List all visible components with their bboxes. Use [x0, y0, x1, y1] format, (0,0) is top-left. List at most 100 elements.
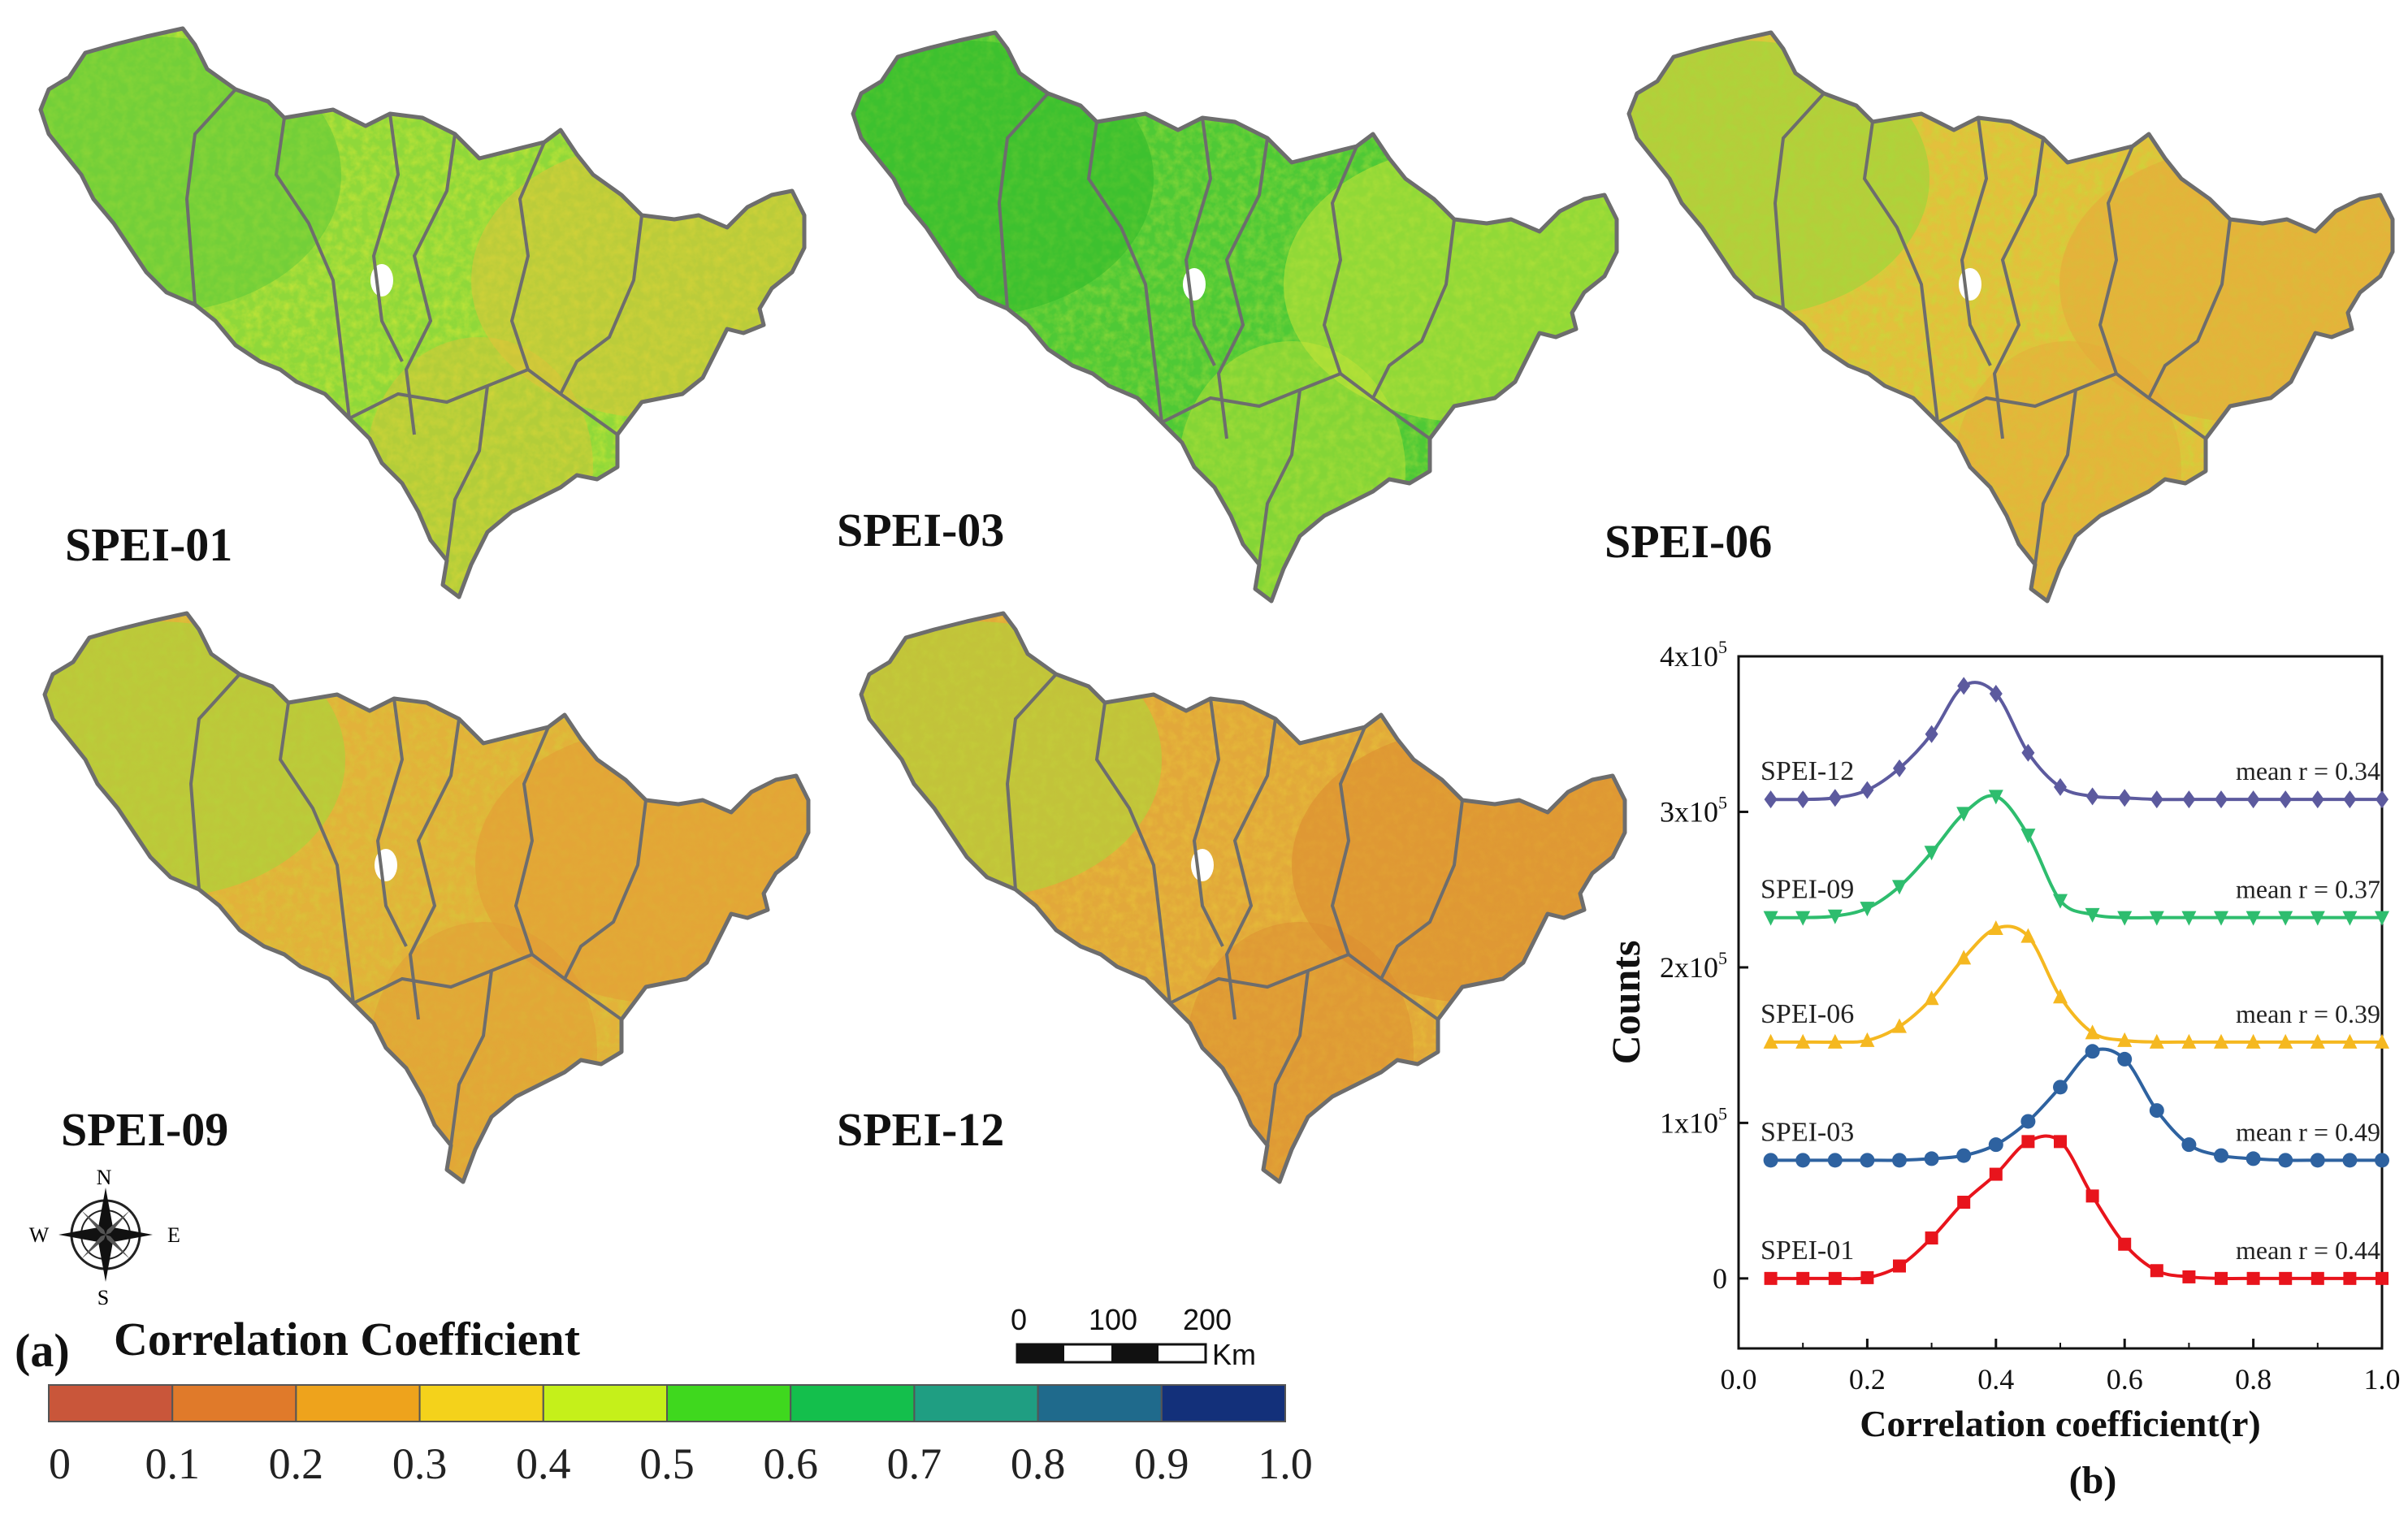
series-spei-01: SPEI-01 mean r = 0.44: [1761, 1134, 2389, 1285]
compass-west: W: [29, 1223, 50, 1247]
data-point: [2118, 789, 2132, 807]
data-point: [1988, 790, 2003, 805]
data-point: [1764, 1271, 1778, 1285]
data-point: [2021, 743, 2035, 762]
data-point: [2085, 1024, 2100, 1040]
data-point: [2214, 1033, 2228, 1049]
data-point: [2181, 911, 2197, 926]
data-point: [2149, 911, 2164, 926]
data-point: [1924, 846, 1939, 861]
x-tick-label: 0.4: [1977, 1363, 2014, 1396]
data-point: [2085, 787, 2099, 806]
data-point: [1795, 1033, 1811, 1049]
data-point: [1989, 684, 2003, 703]
map-label: SPEI-09: [61, 1103, 228, 1156]
data-point: [1828, 1271, 1842, 1285]
series-spei-12: SPEI-12 mean r = 0.34: [1761, 677, 2389, 809]
data-point: [2020, 829, 2036, 844]
data-point: [2117, 1051, 2133, 1067]
colorbar-swatch: [418, 1384, 544, 1422]
data-point: [1925, 725, 1938, 743]
data-point: [2343, 1271, 2357, 1285]
data-point: [1795, 1153, 1811, 1168]
data-point: [2376, 790, 2389, 809]
data-point: [1924, 1151, 1939, 1166]
data-point: [1828, 789, 1842, 807]
series-name-label: SPEI-12: [1761, 756, 1854, 786]
data-point: [2149, 1103, 2164, 1119]
data-point: [2279, 790, 2293, 809]
x-tick-label: 0.8: [2235, 1363, 2272, 1396]
panel-a-label: (a): [15, 1324, 70, 1377]
data-point: [2375, 911, 2389, 926]
data-point: [1860, 1032, 1875, 1047]
x-axis-label: Correlation coefficient(r): [1860, 1403, 2260, 1444]
data-point: [1957, 1196, 1971, 1210]
data-point: [1892, 1018, 1907, 1033]
scale-tick-0: 0: [1011, 1303, 1027, 1336]
data-point: [2278, 911, 2293, 926]
colorbar-swatch: [1160, 1384, 1287, 1422]
data-point: [2085, 907, 2100, 923]
data-point: [1796, 1271, 1810, 1285]
data-point: [2246, 1271, 2260, 1285]
data-point: [2375, 1153, 2389, 1168]
data-point: [1989, 1167, 2003, 1181]
compass-north: N: [97, 1166, 112, 1189]
data-point: [1763, 1153, 1778, 1168]
data-point: [1956, 950, 1972, 965]
data-point: [2149, 1033, 2164, 1049]
series-name-label: SPEI-06: [1761, 999, 1854, 1029]
data-point: [1827, 1153, 1843, 1168]
data-point: [1988, 1137, 2003, 1153]
data-point: [1988, 920, 2003, 936]
y-tick-label: 4x105: [1660, 637, 1727, 673]
data-point: [2246, 911, 2261, 926]
data-point: [2182, 1270, 2196, 1283]
data-point: [2246, 1151, 2261, 1166]
data-point: [2342, 1153, 2358, 1168]
data-point: [2310, 1033, 2325, 1049]
data-point: [1764, 790, 1778, 809]
data-point: [1860, 902, 1875, 917]
data-point: [1827, 1033, 1843, 1049]
histogram-chart: 0.0 0.2 0.4 0.6 0.8 1.0 0 1x105 2x105 3x105 4x105 C…: [1603, 637, 2401, 1444]
data-point: [1893, 1259, 1906, 1273]
colorbar-tick-label: 0.8: [1011, 1439, 1066, 1488]
series-mean-label: mean r = 0.37: [2236, 875, 2380, 904]
x-tick-label: 0.2: [1849, 1363, 1886, 1396]
data-point: [1892, 880, 1907, 895]
y-tick-label: 0: [1713, 1262, 1727, 1295]
series-spei-06: SPEI-06 mean r = 0.39: [1761, 920, 2389, 1049]
map-label: SPEI-01: [65, 518, 232, 571]
colorbar-tick-label: 0.6: [763, 1439, 818, 1488]
colorbar-tick-label: 0.3: [392, 1439, 448, 1488]
colorbar-swatch: [48, 1384, 174, 1422]
data-point: [2020, 1114, 2036, 1129]
data-point: [2342, 1033, 2358, 1049]
data-point: [2215, 1271, 2228, 1285]
x-tick-label: 0.6: [2107, 1363, 2143, 1396]
series-spei-09: SPEI-09 mean r = 0.37: [1761, 790, 2389, 926]
data-point: [2053, 1080, 2068, 1095]
data-point: [2311, 1271, 2324, 1285]
data-point: [2310, 911, 2325, 926]
data-point: [2343, 790, 2357, 809]
data-point: [2246, 790, 2260, 809]
data-point: [2118, 1237, 2132, 1251]
data-point: [2214, 911, 2228, 926]
colorbar-tick-label: 0: [49, 1439, 71, 1488]
series-spei-03: SPEI-03 mean r = 0.49: [1761, 1044, 2389, 1168]
colorbar-swatch: [295, 1384, 421, 1422]
compass-east: E: [167, 1223, 180, 1247]
colorbar-tick-label: 0.7: [887, 1439, 942, 1488]
series-mean-label: mean r = 0.49: [2236, 1117, 2380, 1146]
colorbar-tick-label: 0.4: [516, 1439, 571, 1488]
x-tick-label: 1.0: [2364, 1363, 2401, 1396]
colorbar-swatch: [666, 1384, 792, 1422]
data-point: [2278, 1033, 2293, 1049]
data-point: [2310, 1153, 2325, 1168]
data-point: [2150, 1264, 2163, 1278]
series-name-label: SPEI-09: [1761, 875, 1854, 905]
data-point: [2054, 777, 2067, 796]
